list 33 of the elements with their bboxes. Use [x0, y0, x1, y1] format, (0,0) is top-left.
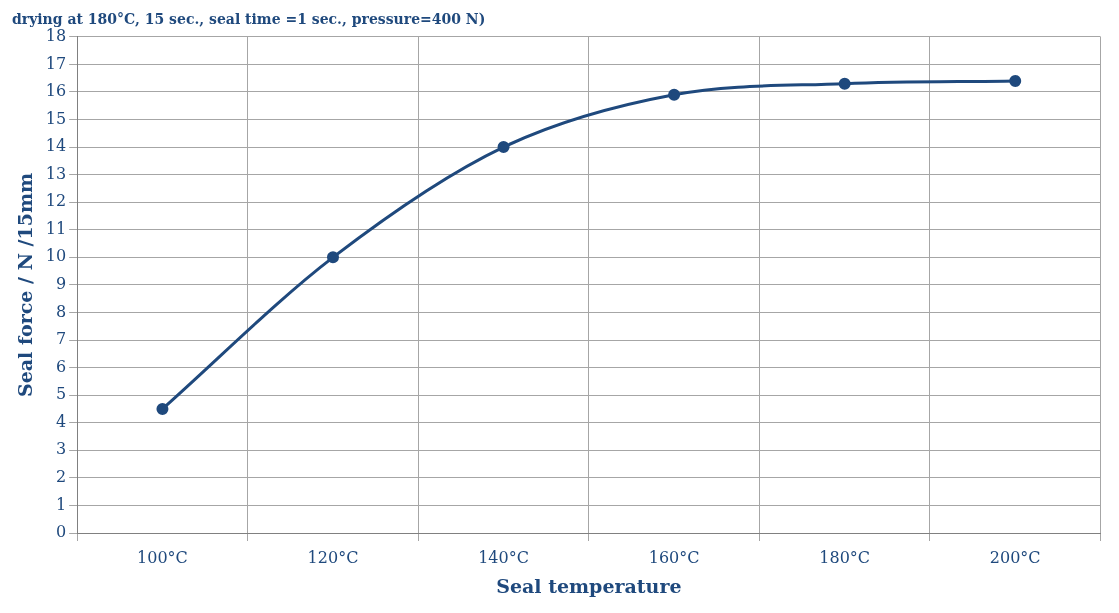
point [156, 402, 169, 415]
x-axis-title: Seal temperature [496, 574, 682, 597]
y-tick-label: 12 [45, 191, 67, 211]
point [327, 251, 339, 264]
y-tick-label: 1 [55, 494, 67, 514]
x-tick-label: 120°C [307, 547, 359, 567]
y-tick-label: 15 [45, 108, 67, 128]
point [838, 77, 851, 90]
y-tick-label: 0 [55, 522, 67, 542]
y-tick-label: 2 [55, 467, 67, 487]
y-tick-label: 6 [55, 356, 67, 376]
y-tick-label: 17 [45, 53, 67, 73]
chart-title: drying at 180°C, 15 sec., seal time =1 sec., pressure=400 N) [12, 11, 486, 28]
x-tick-label: 140°C [478, 547, 529, 567]
y-tick-label: 3 [55, 439, 67, 459]
x-tick-label: 180°C [819, 547, 871, 567]
y-tick-label: 9 [55, 274, 67, 294]
y-axis-title: Seal force / N /15mm [14, 172, 37, 398]
point [497, 141, 510, 154]
y-tick-label: 10 [45, 246, 67, 266]
y-tick-label: 16 [45, 81, 67, 101]
y-tick-label: 7 [55, 329, 67, 349]
y-tick-label: 5 [55, 384, 67, 404]
y-tick-label: 4 [55, 411, 67, 431]
x-tick-label: 160°C [648, 547, 700, 567]
y-tick-label: 13 [45, 163, 67, 183]
x-tick-label: 200°C [989, 547, 1041, 567]
y-tick-label: 8 [55, 301, 67, 321]
point [1009, 74, 1022, 87]
x-tick-label: 100°C [137, 547, 188, 567]
y-tick-label: 11 [45, 218, 67, 238]
point [668, 88, 681, 101]
y-tick-label: 14 [45, 136, 67, 156]
